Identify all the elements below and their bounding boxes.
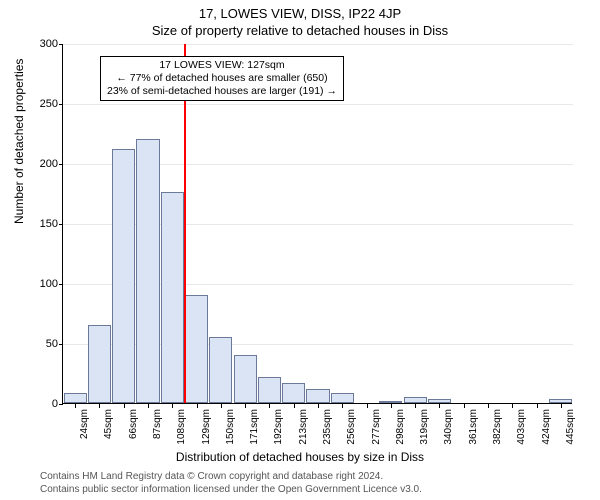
annotation-line: 23% of semi-detached houses are larger (… (107, 85, 337, 98)
xtick-label: 256sqm (346, 409, 357, 445)
xtick-label: 129sqm (201, 409, 212, 445)
annotation-line: ← 77% of detached houses are smaller (65… (107, 72, 337, 85)
xtick-label: 24sqm (79, 409, 90, 439)
histogram-bar (549, 399, 572, 403)
xtick-label: 45sqm (103, 409, 114, 439)
xtick-mark (172, 404, 173, 408)
xtick-label: 66sqm (128, 409, 139, 439)
annotation-line: 17 LOWES VIEW: 127sqm (107, 59, 337, 72)
histogram-bar (136, 139, 159, 403)
xtick-mark (221, 404, 222, 408)
x-axis-label: Distribution of detached houses by size … (0, 450, 600, 464)
xtick-label: 403sqm (516, 409, 527, 445)
ytick-mark (59, 284, 63, 285)
xtick-label: 235sqm (322, 409, 333, 445)
xtick-label: 213sqm (298, 409, 309, 445)
histogram-bar (234, 355, 257, 403)
xtick-mark (342, 404, 343, 408)
xtick-label: 340sqm (443, 409, 454, 445)
ytick-mark (59, 224, 63, 225)
xtick-label: 382sqm (492, 409, 503, 445)
xtick-mark (99, 404, 100, 408)
histogram-bar (306, 389, 329, 403)
xtick-mark (367, 404, 368, 408)
histogram-bar (282, 383, 305, 403)
histogram-bar (428, 399, 451, 403)
xtick-label: 424sqm (541, 409, 552, 445)
histogram-bar (258, 377, 281, 403)
xtick-label: 361sqm (468, 409, 479, 445)
xtick-mark (318, 404, 319, 408)
footer-line-1: Contains HM Land Registry data © Crown c… (40, 471, 422, 484)
gridline (63, 104, 573, 105)
histogram-bar (185, 295, 208, 403)
xtick-mark (245, 404, 246, 408)
xtick-mark (124, 404, 125, 408)
ytick-label: 100 (18, 278, 58, 290)
ytick-mark (59, 104, 63, 105)
xtick-mark (464, 404, 465, 408)
xtick-mark (415, 404, 416, 408)
chart-title-main: 17, LOWES VIEW, DISS, IP22 4JP (0, 0, 600, 21)
chart-title-sub: Size of property relative to detached ho… (0, 21, 600, 38)
xtick-label: 445sqm (565, 409, 576, 445)
histogram-bar (112, 149, 135, 403)
xtick-mark (537, 404, 538, 408)
histogram-bar (64, 393, 87, 403)
xtick-label: 87sqm (152, 409, 163, 439)
ytick-label: 50 (18, 338, 58, 350)
xtick-mark (294, 404, 295, 408)
xtick-mark (512, 404, 513, 408)
xtick-mark (561, 404, 562, 408)
xtick-mark (488, 404, 489, 408)
ytick-mark (59, 44, 63, 45)
histogram-bar (404, 397, 427, 403)
xtick-mark (148, 404, 149, 408)
ytick-label: 0 (18, 398, 58, 410)
footer-attribution: Contains HM Land Registry data © Crown c… (40, 471, 422, 496)
histogram-bar (379, 401, 402, 403)
y-axis-label: Number of detached properties (12, 59, 26, 224)
xtick-mark (391, 404, 392, 408)
histogram-bar (331, 393, 354, 403)
annotation-box: 17 LOWES VIEW: 127sqm← 77% of detached h… (100, 56, 344, 101)
ytick-mark (59, 404, 63, 405)
xtick-label: 192sqm (273, 409, 284, 445)
xtick-mark (75, 404, 76, 408)
xtick-label: 108sqm (176, 409, 187, 445)
xtick-label: 277sqm (371, 409, 382, 445)
histogram-bar (88, 325, 111, 403)
xtick-label: 319sqm (419, 409, 430, 445)
xtick-label: 298sqm (395, 409, 406, 445)
ytick-mark (59, 344, 63, 345)
histogram-bar (161, 192, 184, 403)
xtick-mark (269, 404, 270, 408)
xtick-mark (439, 404, 440, 408)
xtick-label: 171sqm (249, 409, 260, 445)
ytick-mark (59, 164, 63, 165)
footer-line-2: Contains public sector information licen… (40, 484, 422, 497)
xtick-mark (197, 404, 198, 408)
histogram-bar (209, 337, 232, 403)
xtick-label: 150sqm (225, 409, 236, 445)
ytick-label: 300 (18, 38, 58, 50)
chart-area: 05010015020025030024sqm45sqm66sqm87sqm10… (62, 44, 572, 404)
gridline (63, 44, 573, 45)
